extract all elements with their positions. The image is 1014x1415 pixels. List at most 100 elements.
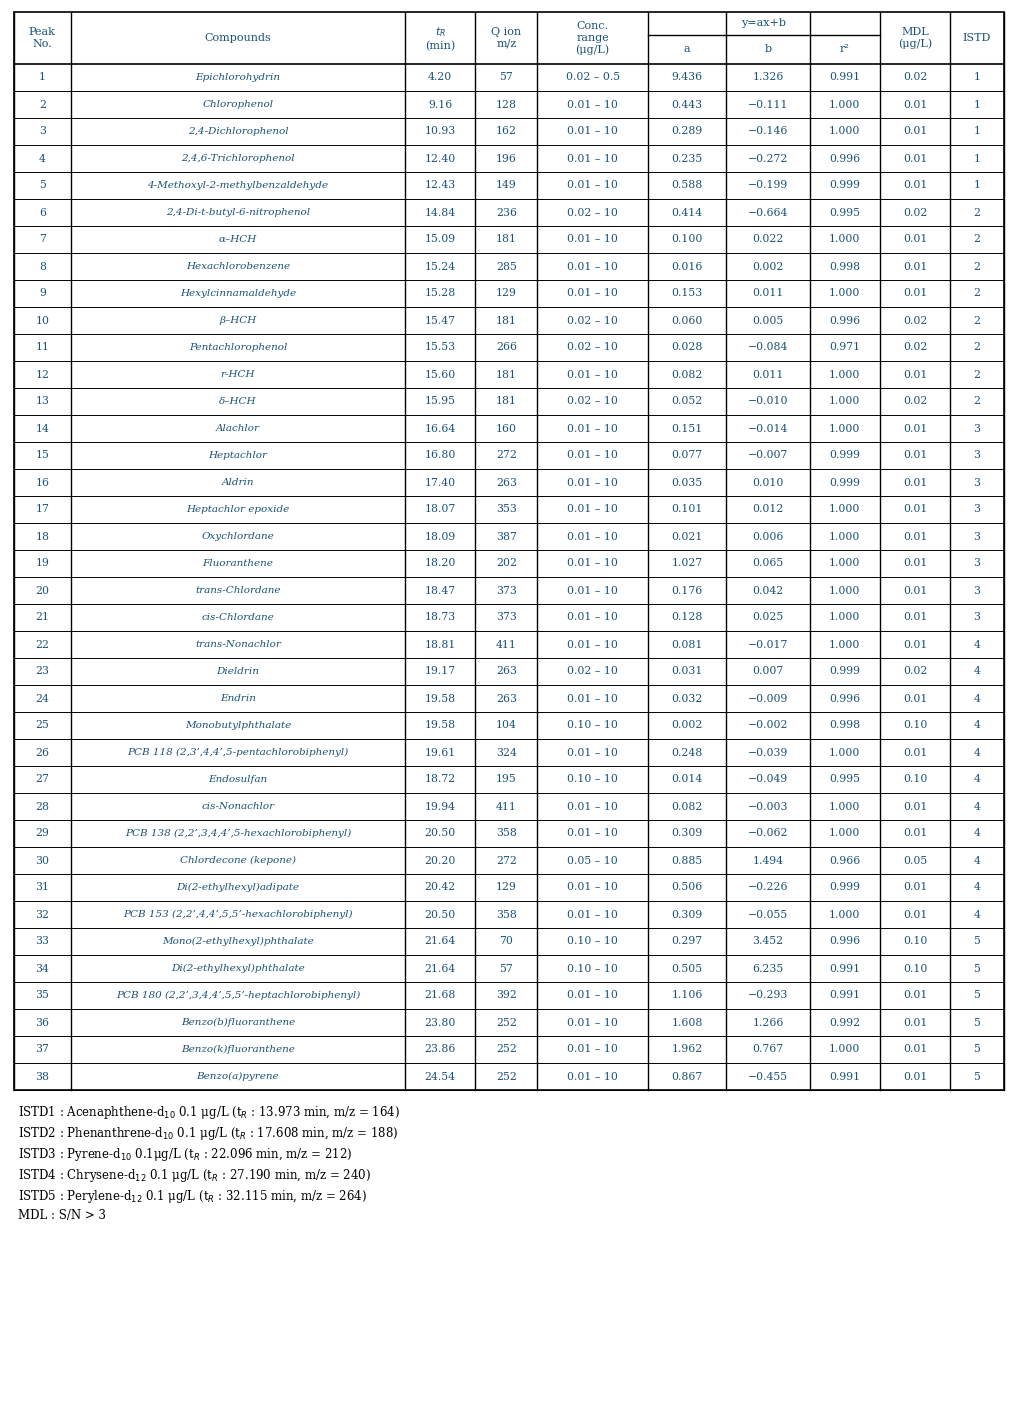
Text: r²: r² xyxy=(840,44,850,54)
Text: 1: 1 xyxy=(973,153,981,164)
Text: 0.01 – 10: 0.01 – 10 xyxy=(567,505,619,515)
Text: Endrin: Endrin xyxy=(220,693,256,703)
Text: 31: 31 xyxy=(35,883,50,893)
Text: 9.16: 9.16 xyxy=(428,99,452,109)
Text: 0.02: 0.02 xyxy=(902,72,927,82)
Text: 0.01: 0.01 xyxy=(902,262,927,272)
Text: 4-Methoxyl-2-methylbenzaldehyde: 4-Methoxyl-2-methylbenzaldehyde xyxy=(147,181,329,190)
Text: 0.01 – 10: 0.01 – 10 xyxy=(567,559,619,569)
Text: 0.052: 0.052 xyxy=(671,396,703,406)
Text: −0.664: −0.664 xyxy=(747,208,788,218)
Text: 3: 3 xyxy=(973,505,981,515)
Text: 0.10 – 10: 0.10 – 10 xyxy=(567,774,619,784)
Text: 0.010: 0.010 xyxy=(752,477,784,488)
Text: 0.01 – 10: 0.01 – 10 xyxy=(567,369,619,379)
Text: 0.01: 0.01 xyxy=(902,1017,927,1027)
Text: 10: 10 xyxy=(35,316,50,325)
Text: α–HCH: α–HCH xyxy=(219,235,257,243)
Text: Fluoranthene: Fluoranthene xyxy=(203,559,274,567)
Text: 0.01 – 10: 0.01 – 10 xyxy=(567,640,619,649)
Text: 1.000: 1.000 xyxy=(829,586,861,596)
Text: cis-Nonachlor: cis-Nonachlor xyxy=(202,802,275,811)
Text: 0.002: 0.002 xyxy=(752,262,784,272)
Text: 0.007: 0.007 xyxy=(752,666,784,676)
Text: 4: 4 xyxy=(973,856,981,866)
Text: 272: 272 xyxy=(496,450,517,460)
Text: 0.867: 0.867 xyxy=(671,1071,703,1081)
Text: 128: 128 xyxy=(496,99,517,109)
Text: −0.039: −0.039 xyxy=(747,747,788,757)
Text: 0.176: 0.176 xyxy=(671,586,703,596)
Text: 0.006: 0.006 xyxy=(752,532,784,542)
Text: 5: 5 xyxy=(973,964,981,974)
Text: 252: 252 xyxy=(496,1071,517,1081)
Text: 12.43: 12.43 xyxy=(425,181,456,191)
Text: Alachlor: Alachlor xyxy=(216,424,260,433)
Text: 21.68: 21.68 xyxy=(425,990,456,1000)
Text: Oxychlordane: Oxychlordane xyxy=(202,532,274,541)
Text: 0.082: 0.082 xyxy=(671,801,703,811)
Text: 0.151: 0.151 xyxy=(671,423,703,433)
Text: 0.032: 0.032 xyxy=(671,693,703,703)
Text: 0.01: 0.01 xyxy=(902,423,927,433)
Text: 0.10 – 10: 0.10 – 10 xyxy=(567,964,619,974)
Text: 9: 9 xyxy=(39,289,46,299)
Text: 4: 4 xyxy=(973,693,981,703)
Text: 0.02: 0.02 xyxy=(902,342,927,352)
Text: 1.266: 1.266 xyxy=(752,1017,784,1027)
Text: 0.01 – 10: 0.01 – 10 xyxy=(567,99,619,109)
Text: 5: 5 xyxy=(39,181,46,191)
Text: 0.128: 0.128 xyxy=(671,613,703,623)
Text: 19.94: 19.94 xyxy=(425,801,455,811)
Text: 1.494: 1.494 xyxy=(752,856,784,866)
Text: ISTD4 : Chrysene-d$_{12}$ 0.1 μg/L (t$_R$ : 27.190 min, m/z = 240): ISTD4 : Chrysene-d$_{12}$ 0.1 μg/L (t$_R… xyxy=(18,1167,371,1184)
Text: −0.049: −0.049 xyxy=(748,774,788,784)
Text: 0.996: 0.996 xyxy=(829,153,861,164)
Text: 1.000: 1.000 xyxy=(829,640,861,649)
Text: 12.40: 12.40 xyxy=(425,153,456,164)
Text: 27: 27 xyxy=(35,774,50,784)
Text: 0.966: 0.966 xyxy=(829,856,861,866)
Text: 0.998: 0.998 xyxy=(829,720,861,730)
Text: 0.999: 0.999 xyxy=(829,666,860,676)
Text: ISTD3 : Pyrene-d$_{10}$ 0.1μg/L (t$_R$ : 22.096 min, m/z = 212): ISTD3 : Pyrene-d$_{10}$ 0.1μg/L (t$_R$ :… xyxy=(18,1146,353,1163)
Text: 0.01 – 10: 0.01 – 10 xyxy=(567,450,619,460)
Text: 29: 29 xyxy=(35,829,50,839)
Text: PCB 153 (2,2’,4,4’,5,5’-hexachlorobiphenyl): PCB 153 (2,2’,4,4’,5,5’-hexachlorobiphen… xyxy=(123,910,353,920)
Text: 3: 3 xyxy=(973,613,981,623)
Text: 263: 263 xyxy=(496,693,517,703)
Text: 3.452: 3.452 xyxy=(752,937,784,947)
Text: 1.000: 1.000 xyxy=(829,559,861,569)
Text: 0.996: 0.996 xyxy=(829,693,861,703)
Text: 0.309: 0.309 xyxy=(671,829,703,839)
Text: 5: 5 xyxy=(973,990,981,1000)
Text: 1.000: 1.000 xyxy=(829,396,861,406)
Text: 0.01: 0.01 xyxy=(902,126,927,136)
Text: 37: 37 xyxy=(35,1044,50,1054)
Text: 13: 13 xyxy=(35,396,50,406)
Text: 0.01: 0.01 xyxy=(902,613,927,623)
Text: 0.01 – 10: 0.01 – 10 xyxy=(567,262,619,272)
Text: 16.80: 16.80 xyxy=(425,450,456,460)
Text: 4: 4 xyxy=(973,774,981,784)
Text: 18.09: 18.09 xyxy=(425,532,456,542)
Text: 1.000: 1.000 xyxy=(829,532,861,542)
Text: 19: 19 xyxy=(35,559,50,569)
Text: 2: 2 xyxy=(973,262,981,272)
Text: 0.01: 0.01 xyxy=(902,829,927,839)
Text: −0.009: −0.009 xyxy=(747,693,788,703)
Text: 0.01 – 10: 0.01 – 10 xyxy=(567,153,619,164)
Text: 3: 3 xyxy=(973,559,981,569)
Text: 358: 358 xyxy=(496,910,517,920)
Text: 18.07: 18.07 xyxy=(425,505,456,515)
Text: Monobutylphthalate: Monobutylphthalate xyxy=(185,722,291,730)
Text: 0.031: 0.031 xyxy=(671,666,703,676)
Text: r-HCH: r-HCH xyxy=(221,369,256,379)
Text: 0.10 – 10: 0.10 – 10 xyxy=(567,937,619,947)
Text: 0.01: 0.01 xyxy=(902,640,927,649)
Text: 0.01: 0.01 xyxy=(902,369,927,379)
Text: 0.01 – 10: 0.01 – 10 xyxy=(567,235,619,245)
Text: 5: 5 xyxy=(973,1017,981,1027)
Text: 0.248: 0.248 xyxy=(671,747,703,757)
Text: 1.000: 1.000 xyxy=(829,910,861,920)
